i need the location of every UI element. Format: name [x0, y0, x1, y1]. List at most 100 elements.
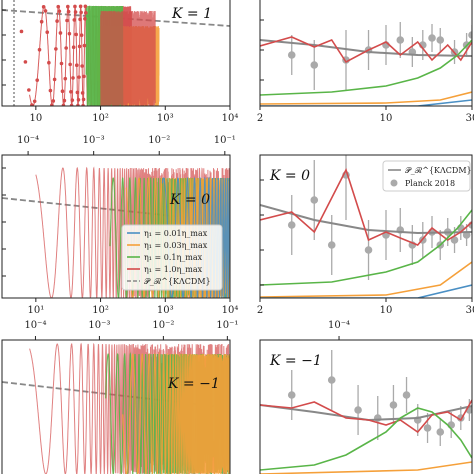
data-point [83, 16, 87, 21]
data-point [35, 78, 40, 82]
data-point [287, 51, 296, 59]
panel-frame [259, 154, 473, 299]
x-tick-label: 10 [380, 305, 393, 316]
series-line-green [260, 209, 472, 286]
panel-frame [1, 0, 231, 107]
legend-entry-1: η₁ = 0.03η_max [144, 241, 208, 250]
data-point [396, 36, 405, 44]
data-point [81, 103, 85, 106]
data-point [37, 47, 42, 52]
data-point [468, 31, 472, 39]
top-x-tick-label: 10⁻² [152, 320, 174, 331]
series-line-red [260, 399, 472, 434]
data-point [74, 63, 79, 67]
data-point [73, 4, 77, 9]
data-point [57, 9, 62, 14]
data-point [428, 34, 436, 42]
data-point [82, 74, 86, 79]
series-line-orange [260, 261, 472, 298]
top-x-tick-label: 10⁻⁴ [24, 320, 46, 331]
data-point [59, 61, 64, 66]
spectrum-line [100, 10, 156, 106]
legend: η₁ = 0.01η_max η₁ = 0.03η_max η₁ = 0.1η_… [121, 224, 223, 291]
legend-entry-4: 𝒫_ℛ^{KΛCDM} [144, 277, 211, 286]
data-point [43, 9, 48, 13]
legend-marker-planck [390, 179, 398, 187]
data-point [64, 46, 68, 50]
data-point [69, 89, 73, 94]
data-point [30, 103, 34, 106]
data-point [79, 33, 84, 38]
data-point [82, 43, 87, 48]
data-point [450, 236, 459, 244]
panel-top-right: 2 10 30 [257, 0, 474, 124]
data-point [75, 90, 80, 95]
panel-bottom-right: K = −1 [259, 339, 473, 474]
x-tick-label: 10 [29, 113, 42, 124]
series-line-red [260, 36, 472, 64]
series-line-orange [260, 461, 472, 474]
legend-box [382, 160, 471, 192]
x-tick-label: 10² [92, 305, 109, 316]
data-point [73, 10, 78, 14]
x-tick-label: 2 [257, 113, 263, 124]
top-x-tick-label: 10⁻² [148, 135, 170, 146]
data-point [436, 36, 445, 44]
data-point [74, 32, 78, 37]
data-point [23, 60, 28, 64]
data-point [402, 391, 411, 399]
x-tick-label: 10⁴ [222, 305, 239, 316]
data-point [63, 76, 68, 81]
panel-middle-right: K = 0 𝒫_ℛ^{KΛCDM} Planck 2018 2 10 30 10⁻⁴ [257, 154, 474, 340]
x-tick-label: 10² [92, 113, 109, 124]
panel-frame [259, 0, 473, 107]
series-line-orange [260, 91, 472, 105]
data-point [71, 45, 76, 50]
annotation-k: K = −1 [269, 353, 322, 369]
data-point [47, 60, 51, 65]
data-point [83, 4, 88, 9]
panel-middle-left: K = 0 η₁ = 0.01η_max η₁ = 0.03η_max η₁ =… [1, 154, 239, 340]
data-point [79, 10, 83, 15]
x-tick-label: 10⁴ [222, 113, 239, 124]
x-tick-label: 30 [466, 305, 474, 316]
data-point [56, 4, 61, 9]
data-point [41, 5, 46, 9]
annotation-k: K = 1 [171, 6, 212, 22]
data-point [83, 11, 88, 15]
data-point [81, 97, 86, 102]
x-tick-label: 10¹ [27, 305, 44, 316]
data-point [62, 98, 67, 103]
data-point [76, 97, 81, 102]
legend: 𝒫_ℛ^{KΛCDM} Planck 2018 [382, 160, 472, 192]
data-point [55, 19, 59, 23]
data-point [436, 428, 445, 436]
data-point [77, 44, 82, 49]
top-x-tick-label: 10⁻⁴ [328, 320, 350, 331]
data-point [327, 376, 336, 384]
data-point [52, 77, 57, 82]
legend-entry-3: η₁ = 1.0η_max [144, 265, 203, 274]
data-point [61, 103, 66, 106]
data-point [327, 241, 336, 249]
top-x-tick-label: 10⁻¹ [216, 320, 238, 331]
data-point [50, 103, 54, 106]
data-point [310, 61, 319, 69]
data-point [423, 424, 432, 432]
top-x-tick-label: 10⁻¹ [214, 135, 236, 146]
data-point [77, 75, 81, 79]
series-line-green [260, 407, 472, 471]
x-tick-label: 30 [466, 113, 474, 124]
data-point [76, 103, 80, 106]
legend-entry-0: η₁ = 0.01η_max [144, 229, 208, 238]
data-point [45, 30, 50, 35]
legend-entry-1: Planck 2018 [405, 179, 455, 188]
data-point [389, 401, 398, 409]
data-point [71, 76, 75, 80]
data-point [68, 62, 72, 67]
data-point [58, 31, 63, 35]
data-point [69, 103, 74, 106]
annotation-k: K = −1 [167, 376, 220, 392]
panel-bottom-left: K = −1 [1, 339, 231, 474]
